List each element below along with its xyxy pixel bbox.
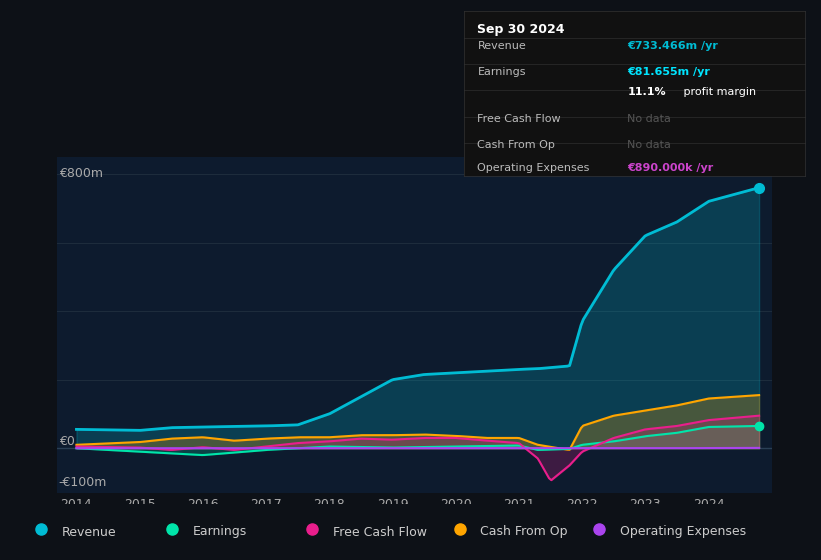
Text: Operating Expenses: Operating Expenses: [478, 163, 589, 173]
Text: €800m: €800m: [59, 167, 103, 180]
Text: No data: No data: [627, 140, 672, 150]
Text: €733.466m /yr: €733.466m /yr: [627, 41, 718, 51]
Text: profit margin: profit margin: [681, 87, 756, 97]
Text: -€100m: -€100m: [59, 476, 107, 489]
Text: 11.1%: 11.1%: [627, 87, 666, 97]
Text: Sep 30 2024: Sep 30 2024: [478, 23, 565, 36]
Text: Revenue: Revenue: [478, 41, 526, 51]
Text: No data: No data: [627, 114, 672, 124]
Text: Earnings: Earnings: [193, 525, 247, 539]
Text: Cash From Op: Cash From Op: [478, 140, 555, 150]
Text: €890.000k /yr: €890.000k /yr: [627, 163, 713, 173]
Text: Cash From Op: Cash From Op: [480, 525, 568, 539]
Text: Revenue: Revenue: [62, 525, 117, 539]
Text: Free Cash Flow: Free Cash Flow: [478, 114, 561, 124]
Text: €81.655m /yr: €81.655m /yr: [627, 67, 710, 77]
Text: €0: €0: [59, 435, 75, 447]
Text: Operating Expenses: Operating Expenses: [620, 525, 746, 539]
Text: Earnings: Earnings: [478, 67, 526, 77]
Text: Free Cash Flow: Free Cash Flow: [333, 525, 426, 539]
